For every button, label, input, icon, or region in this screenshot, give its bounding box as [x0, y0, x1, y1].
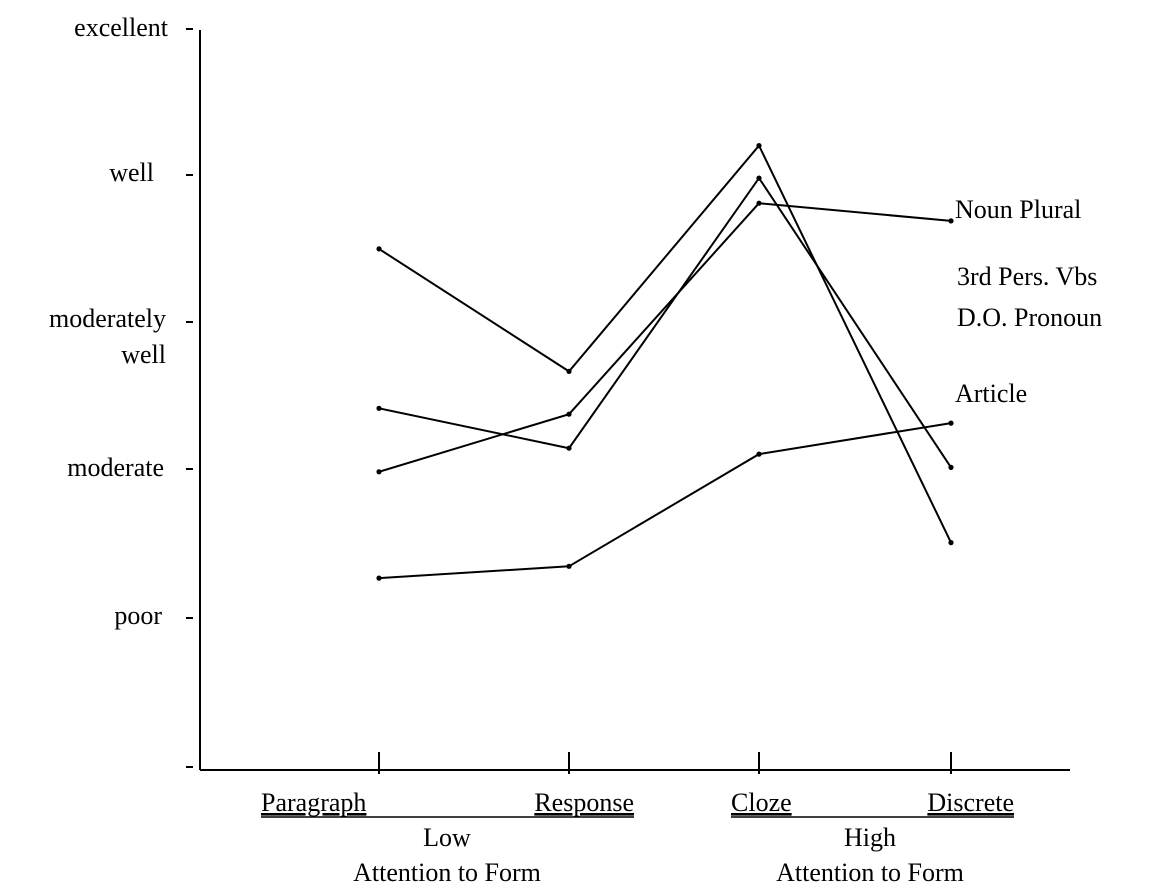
- data-point-d-o-pronoun-1: [566, 445, 572, 451]
- y-label-moderate: moderate: [67, 453, 164, 482]
- data-point-noun-plural-0: [376, 469, 382, 475]
- series-line-noun-plural: [378, 202, 952, 473]
- x-label-response: Response: [534, 788, 634, 817]
- y-label-excellent: excellent: [74, 13, 169, 42]
- series-label-noun-plural: Noun Plural: [955, 195, 1081, 224]
- data-point-article-2: [756, 143, 762, 149]
- data-point-article-0: [376, 246, 382, 252]
- data-point-d-o-pronoun-0: [376, 405, 382, 411]
- data-point-3rd-pers-vbs-3: [948, 420, 954, 426]
- x-label-cloze: Cloze: [731, 788, 792, 817]
- series-label-article: Article: [955, 379, 1027, 408]
- group-label-high: High: [844, 823, 896, 852]
- x-label-paragraph: Paragraph: [261, 788, 366, 817]
- x-label-discrete: Discrete: [927, 788, 1014, 817]
- data-point-d-o-pronoun-2: [756, 175, 762, 181]
- data-point-3rd-pers-vbs-0: [376, 575, 382, 581]
- data-point-d-o-pronoun-3: [948, 464, 954, 470]
- y-label-well: well: [109, 158, 154, 187]
- series-label-3rd-pers: 3rd Pers. Vbs: [957, 262, 1097, 291]
- data-point-noun-plural-1: [566, 411, 572, 417]
- data-point-3rd-pers-vbs-2: [756, 451, 762, 457]
- data-point-noun-plural-2: [756, 200, 762, 206]
- series-layer: [376, 143, 954, 581]
- group-label-low: Low: [423, 823, 471, 852]
- group-caption-high: Attention to Form: [776, 858, 964, 887]
- series-label-do-pronoun: D.O. Pronoun: [957, 303, 1102, 332]
- y-label-poor: poor: [114, 601, 162, 630]
- data-point-noun-plural-3: [948, 218, 954, 224]
- data-point-3rd-pers-vbs-1: [566, 563, 572, 569]
- data-point-article-3: [948, 540, 954, 546]
- series-line-article: [378, 143, 952, 544]
- data-point-article-1: [566, 368, 572, 374]
- y-label-moderately: moderately: [49, 304, 166, 333]
- series-line-3rd-pers-vbs: [378, 422, 952, 580]
- y-label-moderately-well: well: [121, 340, 166, 369]
- group-caption-low: Attention to Form: [353, 858, 541, 887]
- series-line-d-o-pronoun: [378, 176, 952, 468]
